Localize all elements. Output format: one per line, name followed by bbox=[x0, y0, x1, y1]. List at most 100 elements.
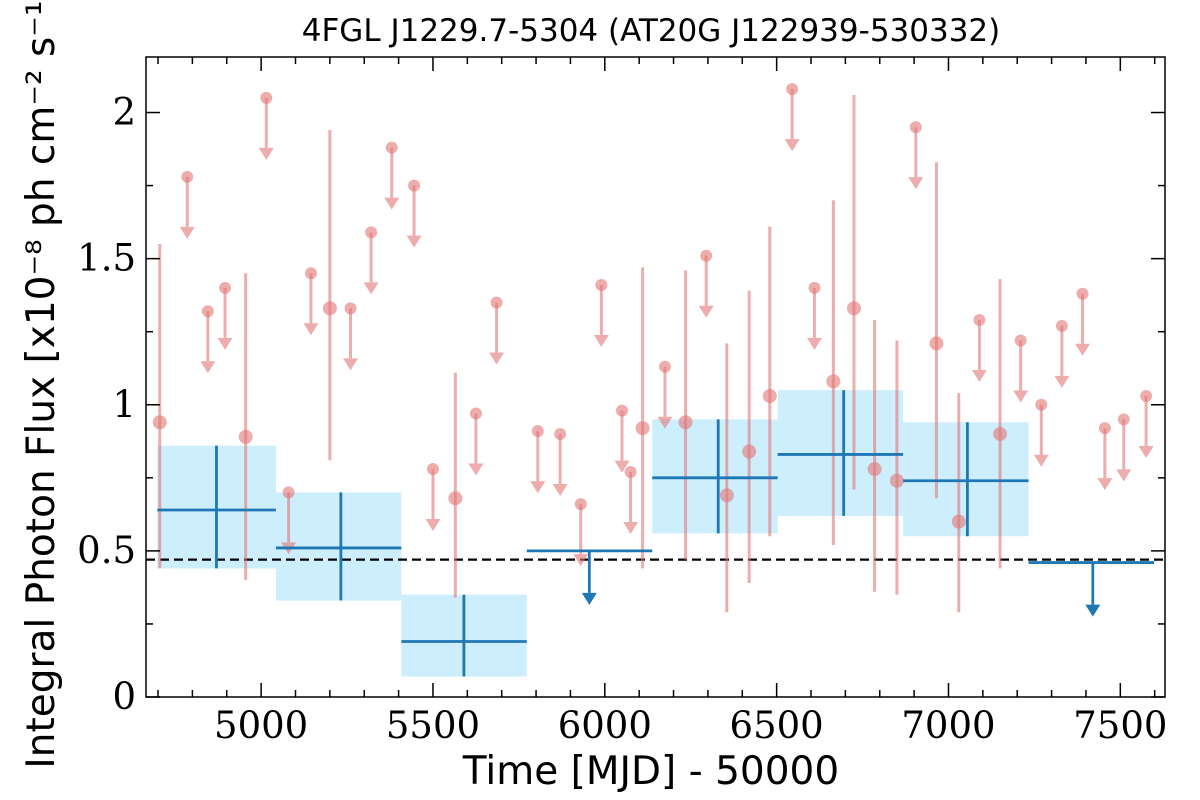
fine-ul-point-13 bbox=[531, 425, 544, 438]
fine-bin-point-0 bbox=[152, 415, 167, 430]
fine-ul-point-17 bbox=[615, 404, 628, 417]
fine-bin-point-1 bbox=[238, 429, 253, 444]
fine-ul-point-26 bbox=[1035, 398, 1048, 411]
fine-ul-point-24 bbox=[973, 314, 986, 327]
fine-ul-arrowhead-29 bbox=[1097, 478, 1113, 491]
fine-ul-point-27 bbox=[1055, 319, 1068, 332]
fine-ul-arrowhead-31 bbox=[1138, 445, 1154, 458]
fine-ul-point-4 bbox=[282, 486, 295, 499]
chart-title: 4FGL J1229.7-5304 (AT20G J122939-530332) bbox=[302, 13, 1001, 49]
x-tick-label: 5000 bbox=[214, 704, 308, 747]
fine-ul-arrowhead-2 bbox=[217, 337, 233, 350]
fine-ul-point-22 bbox=[808, 281, 821, 294]
fine-ul-arrowhead-6 bbox=[342, 358, 358, 371]
fine-bin-point-12 bbox=[889, 473, 904, 488]
fine-ul-point-25 bbox=[1014, 334, 1027, 347]
fine-ul-point-15 bbox=[574, 498, 587, 511]
fine-ul-point-7 bbox=[365, 226, 378, 239]
fine-ul-point-21 bbox=[786, 83, 799, 96]
fine-ul-arrowhead-11 bbox=[468, 463, 484, 476]
fine-ul-point-2 bbox=[219, 281, 232, 294]
fine-ul-arrowhead-7 bbox=[363, 282, 379, 295]
fine-ul-arrowhead-13 bbox=[530, 481, 546, 494]
plot-area bbox=[146, 83, 1165, 677]
y-tick-label: 1.5 bbox=[77, 237, 136, 280]
fine-ul-arrowhead-23 bbox=[908, 177, 924, 190]
fine-bin-point-9 bbox=[826, 374, 841, 389]
fine-ul-point-11 bbox=[469, 407, 482, 420]
fine-ul-point-10 bbox=[426, 463, 439, 476]
fine-ul-point-6 bbox=[344, 302, 357, 315]
fine-ul-arrowhead-28 bbox=[1075, 343, 1091, 356]
fine-ul-arrowhead-16 bbox=[593, 334, 609, 347]
x-tick-label: 7000 bbox=[901, 704, 995, 747]
fine-ul-arrowhead-9 bbox=[406, 235, 422, 248]
fine-ul-point-5 bbox=[304, 267, 317, 280]
fine-ul-arrowhead-19 bbox=[657, 416, 673, 429]
fine-bin-point-6 bbox=[719, 488, 734, 503]
coarse-bin-band-5 bbox=[903, 422, 1029, 537]
fine-ul-point-3 bbox=[260, 91, 273, 104]
fine-ul-point-20 bbox=[700, 249, 713, 262]
fine-ul-point-30 bbox=[1117, 413, 1130, 426]
fine-ul-point-1 bbox=[201, 305, 214, 318]
coarse-bin-band-1 bbox=[275, 492, 402, 601]
x-tick-label: 6000 bbox=[558, 704, 652, 747]
x-tick-label: 5500 bbox=[386, 704, 480, 747]
x-axis-label: Time [MJD] - 50000 bbox=[462, 749, 839, 794]
fine-ul-arrowhead-15 bbox=[573, 554, 589, 567]
x-tick-label: 7500 bbox=[1073, 704, 1167, 747]
fine-bin-point-14 bbox=[951, 514, 966, 529]
coarse-ul-arrowhead-0 bbox=[581, 592, 597, 605]
fine-bin-point-4 bbox=[635, 421, 650, 436]
fine-ul-point-18 bbox=[624, 465, 637, 478]
coarse-bin-band-4 bbox=[777, 390, 904, 516]
fine-ul-point-28 bbox=[1076, 287, 1089, 300]
fine-bin-point-5 bbox=[678, 415, 693, 430]
fine-ul-point-9 bbox=[408, 179, 421, 192]
fine-ul-arrowhead-22 bbox=[806, 337, 822, 350]
fine-bin-point-8 bbox=[762, 388, 777, 403]
fine-ul-point-14 bbox=[554, 427, 567, 440]
fine-bin-point-7 bbox=[742, 444, 757, 459]
fine-ul-arrowhead-1 bbox=[200, 361, 216, 374]
fine-ul-arrowhead-20 bbox=[698, 305, 714, 318]
y-axis-ticks: 0 0.5 1 1.5 2 bbox=[77, 91, 1165, 718]
fine-ul-arrowhead-5 bbox=[303, 323, 319, 336]
x-tick-label: 6500 bbox=[730, 704, 824, 747]
fine-ul-point-0 bbox=[181, 170, 194, 183]
y-axis-label: Integral Photon Flux [x10⁻⁸ ph cm⁻² s⁻¹] bbox=[19, 0, 64, 769]
fine-ul-arrowhead-24 bbox=[971, 370, 987, 383]
y-tick-label: 0 bbox=[112, 675, 136, 718]
fine-ul-point-8 bbox=[385, 141, 398, 154]
fine-ul-point-16 bbox=[595, 278, 608, 291]
fine-ul-point-31 bbox=[1140, 389, 1153, 402]
fine-ul-point-23 bbox=[909, 121, 922, 134]
fine-bin-point-11 bbox=[867, 462, 882, 477]
fine-ul-arrowhead-12 bbox=[489, 352, 505, 365]
fine-ul-arrowhead-14 bbox=[552, 483, 568, 496]
fine-ul-arrowhead-3 bbox=[258, 147, 274, 160]
fine-ul-arrowhead-21 bbox=[784, 139, 800, 152]
fine-ul-arrowhead-8 bbox=[384, 197, 400, 210]
fine-bin-point-10 bbox=[846, 301, 861, 316]
fine-ul-arrowhead-25 bbox=[1013, 390, 1029, 403]
coarse-ul-arrowhead-1 bbox=[1085, 604, 1101, 617]
fine-bin-point-2 bbox=[322, 301, 337, 316]
fine-ul-arrowhead-17 bbox=[614, 460, 630, 473]
plot-frame bbox=[145, 56, 1166, 698]
y-tick-label: 0.5 bbox=[77, 529, 136, 572]
fine-bin-point-13 bbox=[929, 336, 944, 351]
fine-ul-arrowhead-27 bbox=[1054, 375, 1070, 388]
fine-ul-point-19 bbox=[658, 360, 671, 373]
fine-ul-arrowhead-0 bbox=[179, 226, 195, 239]
fine-ul-arrowhead-10 bbox=[425, 519, 441, 532]
x-axis-ticks: 5000 5500 6000 6500 7000 7500 bbox=[157, 57, 1167, 747]
fine-ul-point-29 bbox=[1098, 422, 1111, 435]
fine-ul-arrowhead-30 bbox=[1116, 469, 1132, 482]
fine-ul-point-12 bbox=[490, 296, 503, 309]
fine-ul-arrowhead-26 bbox=[1033, 454, 1049, 467]
coarse-bin-band-3 bbox=[652, 419, 778, 534]
y-tick-label: 1 bbox=[112, 383, 136, 426]
